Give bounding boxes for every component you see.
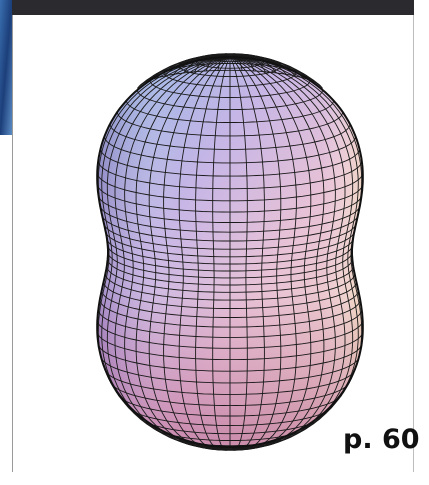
mesh-meridian: [135, 56, 231, 450]
mesh-meridian: [229, 54, 277, 74]
mesh-meridian: [163, 56, 231, 450]
mesh-meridian: [229, 56, 336, 449]
surface-plot: [96, 53, 364, 451]
mesh-meridian: [114, 56, 231, 449]
mesh-meridian: [212, 56, 231, 451]
mesh-meridian: [229, 56, 325, 450]
page-label: p. 60: [343, 424, 420, 455]
mesh-meridian: [124, 56, 231, 449]
mesh-meridian: [229, 56, 363, 448]
top-strip: [0, 0, 414, 15]
mesh-meridian: [229, 56, 265, 451]
mesh-meridian: [195, 56, 231, 451]
mesh-meridian: [229, 56, 312, 450]
mesh-meridian: [148, 56, 231, 450]
surface-outline: [96, 55, 364, 449]
mesh-meridian: [229, 56, 346, 449]
mesh-meridian: [229, 56, 297, 450]
mesh-meridian: [229, 53, 243, 71]
corner-image: [0, 0, 12, 135]
mesh-meridian: [178, 56, 231, 451]
mesh-meridian: [101, 56, 231, 448]
mesh-meridian: [229, 56, 282, 451]
mesh-meridian: [229, 56, 248, 451]
